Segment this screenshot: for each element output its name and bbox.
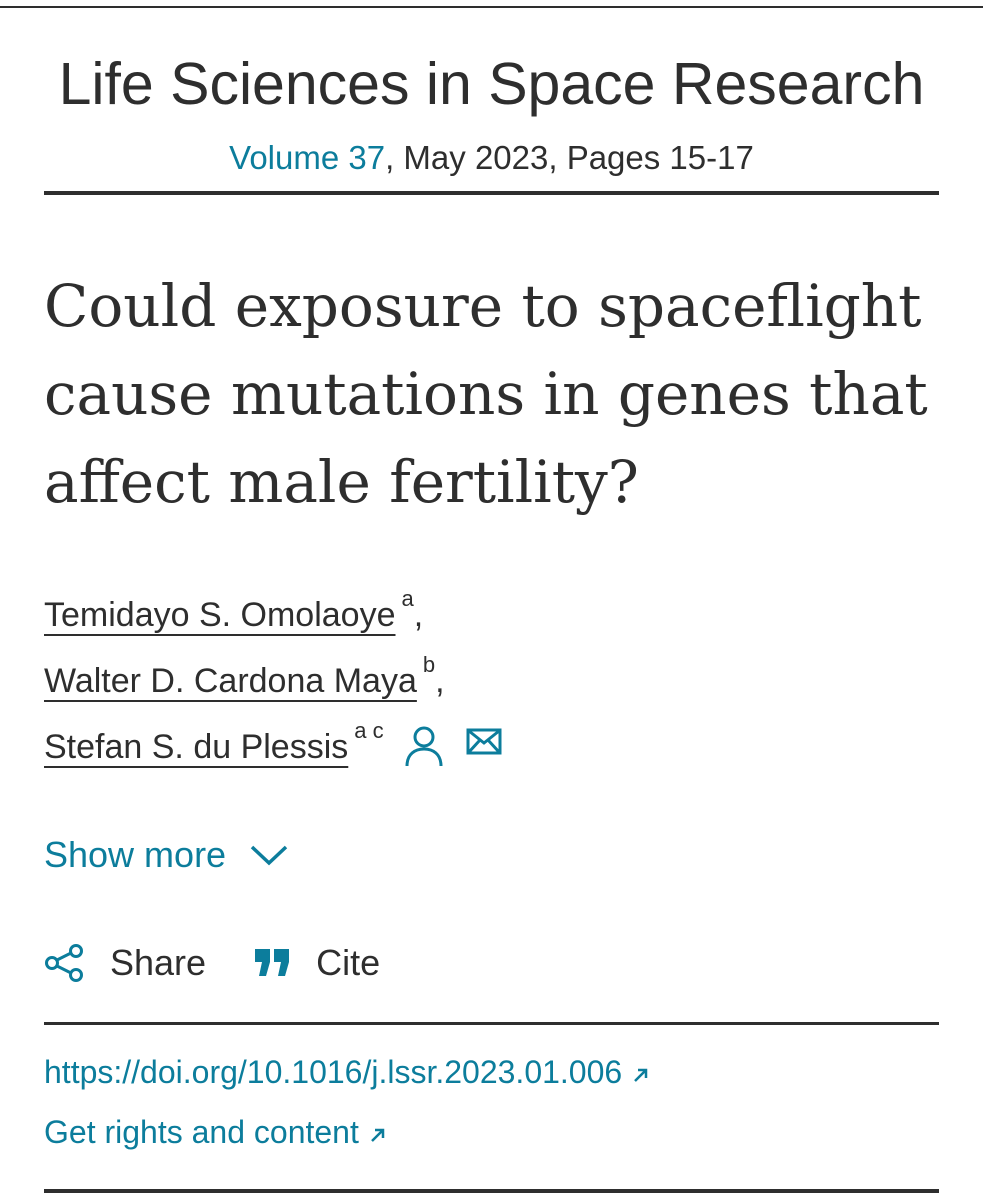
person-icon[interactable] [404, 724, 444, 768]
author-item: Temidayo S. Omolaoye a, [44, 586, 924, 656]
header-divider [44, 191, 939, 195]
author-separator: , [413, 596, 424, 634]
author-affiliation: a [401, 586, 414, 611]
author-name-link[interactable]: Temidayo S. Omolaoye [44, 596, 396, 634]
doi-text: https://doi.org/10.1016/j.lssr.2023.01.0… [44, 1054, 623, 1090]
issue-info: Volume 37, May 2023, Pages 15-17 [0, 136, 983, 180]
action-bar: Share Cite [44, 938, 380, 988]
author-affiliation: a c [354, 718, 384, 743]
author-item: Stefan S. du Plessis a c [44, 718, 924, 788]
article-title: Could exposure to spaceflight cause muta… [44, 272, 928, 516]
doi-link[interactable]: https://doi.org/10.1016/j.lssr.2023.01.0… [44, 1050, 650, 1094]
external-arrow-icon [634, 1068, 648, 1082]
issue-details: , May 2023, Pages 15-17 [385, 139, 754, 176]
show-more-label: Show more [44, 834, 227, 875]
share-button[interactable]: Share [44, 938, 206, 988]
actions-divider [44, 1022, 939, 1025]
mail-icon[interactable] [466, 726, 502, 756]
top-divider [0, 6, 983, 8]
chevron-down-icon [250, 845, 288, 866]
author-name-link[interactable]: Stefan S. du Plessis [44, 728, 349, 766]
footer-divider [44, 1189, 939, 1193]
author-list: Temidayo S. Omolaoye a, Walter D. Cardona… [44, 586, 924, 788]
share-label: Share [110, 942, 207, 983]
share-icon [45, 944, 83, 982]
journal-title[interactable]: Life Sciences in Space Research [58, 51, 925, 117]
author-separator: , [435, 662, 445, 700]
quote-icon [255, 949, 290, 976]
author-affiliation: b [422, 652, 436, 677]
cite-button[interactable]: Cite [254, 938, 380, 988]
author-item: Walter D. Cardona Maya b, [44, 652, 924, 722]
external-arrow-icon [370, 1128, 385, 1142]
author-name-link[interactable]: Walter D. Cardona Maya [44, 662, 417, 700]
volume-link[interactable]: Volume 37 [229, 139, 386, 176]
show-more-button[interactable]: Show more [44, 830, 288, 880]
rights-link[interactable]: Get rights and content [44, 1110, 387, 1154]
cite-label: Cite [316, 942, 381, 983]
rights-text: Get rights and content [44, 1114, 359, 1150]
